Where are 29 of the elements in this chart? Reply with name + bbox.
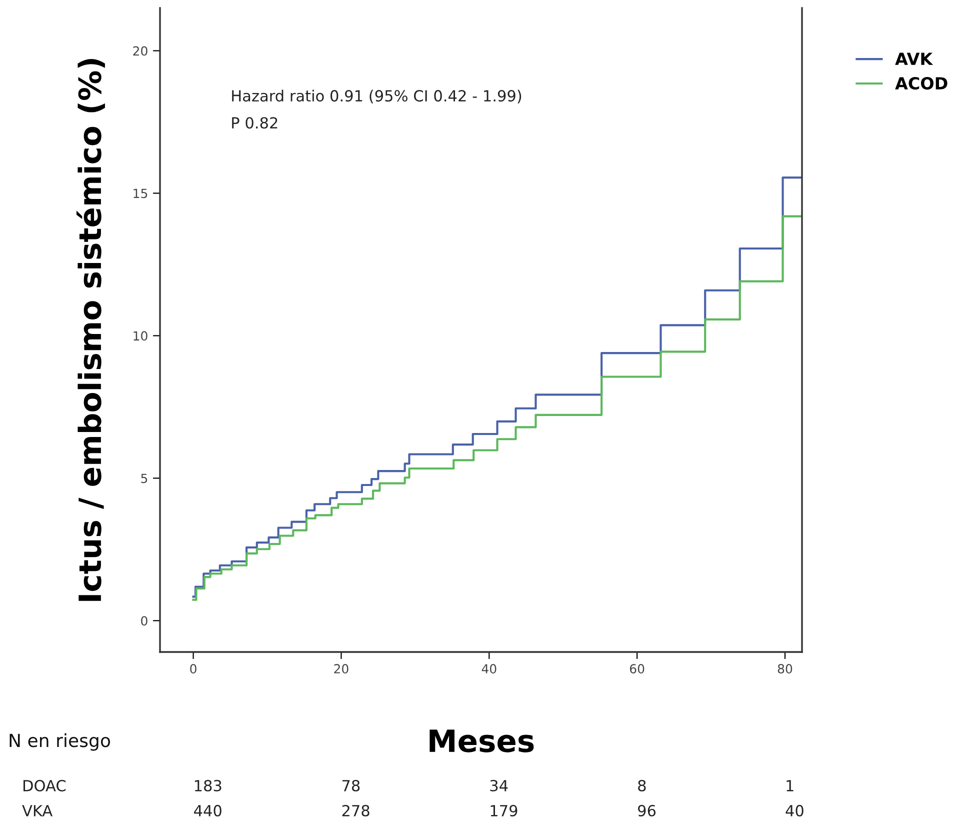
x-tick-label: 60 <box>630 664 644 674</box>
y-axis-title: Ictus / embolismo sistémico (%) <box>76 58 105 601</box>
y-tick-label: 15 <box>134 188 148 198</box>
text: VKA <box>22 805 53 816</box>
text: N en riesgo <box>10 733 110 751</box>
text: 278 <box>342 804 370 816</box>
text: 1 <box>786 780 794 792</box>
text: 40 <box>786 804 804 816</box>
text: 34 <box>490 780 508 792</box>
text: 78 <box>342 780 360 792</box>
legend-label: AVK <box>895 52 934 65</box>
y-tick-label: 20 <box>133 46 148 56</box>
y-tick-label: 10 <box>134 331 148 341</box>
x-tick-label: 0 <box>190 664 196 674</box>
x-axis-title: Meses <box>430 730 534 752</box>
annotation: P 0.82 <box>232 117 278 129</box>
text: 96 <box>638 804 656 816</box>
annotation: Hazard ratio 0.91 (95% CI 0.42 - 1.99) <box>232 90 522 104</box>
x-tick-label: 20 <box>334 664 348 674</box>
text: 8 <box>638 780 646 792</box>
text: DOAC <box>24 780 66 792</box>
y-tick-label: 0 <box>141 616 148 626</box>
text: 440 <box>194 804 222 816</box>
y-tick-label: 5 <box>141 474 148 484</box>
x-tick-label: 80 <box>778 664 792 674</box>
text: 179 <box>490 804 518 816</box>
text: 183 <box>194 780 222 792</box>
legend-label: ACOD <box>895 76 948 90</box>
x-tick-label: 40 <box>482 664 496 674</box>
